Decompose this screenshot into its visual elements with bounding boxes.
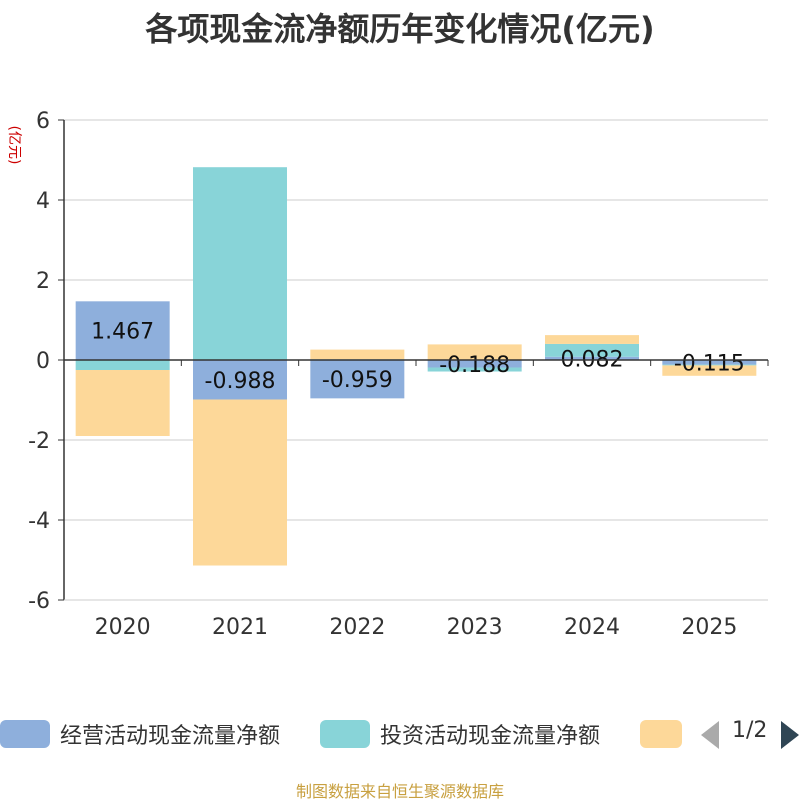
x-tick-label: 2021 — [212, 615, 268, 640]
bar-series0-2025[interactable] — [662, 360, 757, 365]
bar-series1-2025[interactable] — [662, 364, 757, 366]
y-axis-title: (亿元) — [6, 126, 22, 165]
y-tick-label: 6 — [36, 109, 50, 134]
legend: 经营活动现金流量净额 投资活动现金流量净额 — [0, 716, 800, 752]
data-label-2025: -0.115 — [674, 351, 745, 376]
bar-series1-2020[interactable] — [75, 360, 170, 370]
x-tick-label: 2023 — [447, 615, 503, 640]
legend-page-indicator: 1/2 — [732, 718, 768, 743]
y-tick-label: -2 — [28, 429, 50, 454]
bars — [75, 167, 757, 566]
bar-series2-2025[interactable] — [662, 365, 757, 376]
arrow-left-icon[interactable] — [701, 721, 719, 749]
chart-title: 各项现金流净额历年变化情况(亿元) — [145, 10, 655, 48]
data-label-2021: -0.988 — [205, 369, 276, 394]
arrow-right-icon[interactable] — [781, 721, 799, 749]
bar-series1-2021[interactable] — [193, 167, 287, 360]
x-tick-label: 2025 — [681, 615, 737, 640]
legend-label-investing: 投资活动现金流量净额 — [380, 724, 601, 749]
bar-series2-2023[interactable] — [427, 344, 522, 360]
y-tick-label: -4 — [28, 509, 50, 534]
bar-series2-2024[interactable] — [545, 335, 639, 344]
source-note: 制图数据来自恒生聚源数据库 — [295, 782, 504, 801]
data-labels: 1.467-0.988 -0.959-0.188 0.082 -0.115 — [91, 320, 745, 394]
data-label-2023: -0.188 — [439, 353, 510, 378]
x-tick-label: 2024 — [564, 615, 620, 640]
bar-chart: 1.467-0.988 -0.959-0.188 0.082 -0.115 -6-4-… — [6, 109, 769, 640]
bar-series0-2020[interactable] — [75, 301, 170, 360]
y-tick-label: 2 — [36, 269, 50, 294]
axes: -6 -4 -2 0 2 4 6 2020 2021 2022 2023 2024 2025 — [28, 109, 769, 640]
data-label-2020: 1.467 — [91, 320, 154, 345]
bar-series2-2021[interactable] — [193, 399, 287, 566]
y-tick-label: 4 — [36, 189, 50, 214]
x-tick-label: 2020 — [95, 615, 151, 640]
legend-swatch-operating — [0, 720, 50, 748]
bar-series2-2022[interactable] — [310, 349, 405, 360]
bar-series1-2024[interactable] — [545, 343, 639, 357]
bar-series0-2022[interactable] — [310, 360, 405, 399]
x-tick-label: 2022 — [329, 615, 385, 640]
legend-swatch-financing — [640, 720, 682, 748]
bar-series0-2023[interactable] — [427, 360, 522, 368]
legend-swatch-investing — [320, 720, 370, 748]
bar-series2-2020[interactable] — [75, 370, 170, 436]
bar-series0-2024[interactable] — [545, 356, 639, 360]
y-tick-label: 0 — [36, 349, 50, 374]
data-label-2022: -0.959 — [322, 368, 393, 393]
bar-series0-2021[interactable] — [193, 360, 287, 400]
y-tick-label: -6 — [28, 589, 50, 614]
legend-label-operating: 经营活动现金流量净额 — [60, 724, 281, 749]
bar-series1-2023[interactable] — [427, 367, 522, 372]
